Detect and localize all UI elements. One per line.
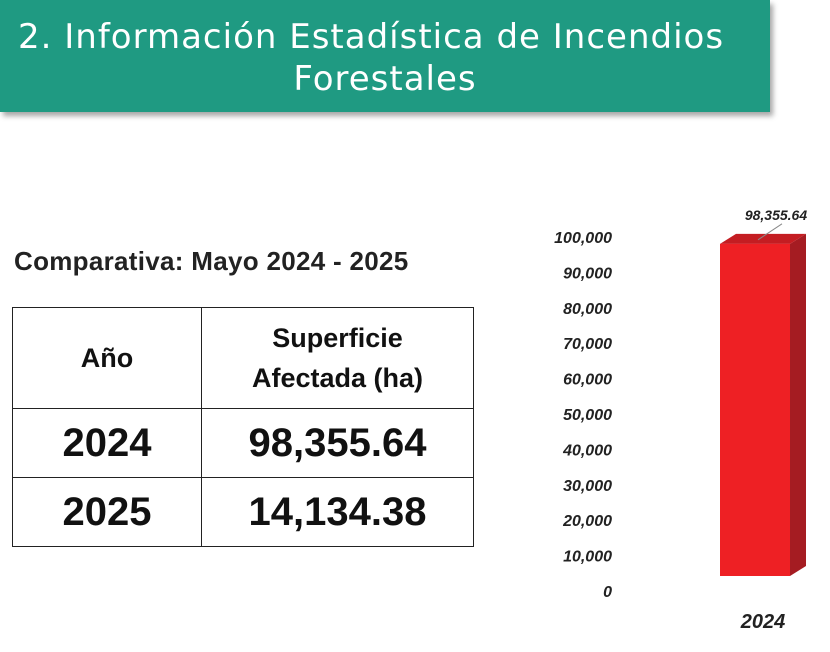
y-tick-label: 100,000 xyxy=(554,230,612,247)
page-title-line2: Forestales xyxy=(293,59,477,99)
y-tick-label: 10,000 xyxy=(563,549,612,566)
table-row: 2024 98,355.64 xyxy=(12,408,474,478)
y-tick-label: 30,000 xyxy=(563,478,612,495)
area-cell: 98,355.64 xyxy=(201,408,474,478)
data-label: 98,355.64 xyxy=(745,207,807,223)
y-tick-label: 50,000 xyxy=(563,407,612,424)
x-category-label: 2024 xyxy=(740,611,786,633)
area-column-header: Superficie Afectada (ha) xyxy=(201,307,474,409)
data-label-leader xyxy=(757,223,783,241)
page-title-line1: 2. Información Estadística de Incendios xyxy=(18,17,725,57)
title-banner: 2. Información Estadística de Incendios … xyxy=(0,0,770,112)
y-tick-label: 90,000 xyxy=(563,265,612,282)
bar xyxy=(720,243,790,576)
comparison-subtitle: Comparativa: Mayo 2024 - 2025 xyxy=(14,246,409,276)
table-header-row: Año Superficie Afectada (ha) xyxy=(12,307,474,409)
burned-area-table: Año Superficie Afectada (ha) 2024 98,355… xyxy=(12,307,474,547)
y-tick-label: 20,000 xyxy=(562,513,612,530)
year-cell: 2024 xyxy=(12,408,202,478)
y-tick-label: 70,000 xyxy=(563,336,612,353)
bar-side xyxy=(790,233,806,576)
year-column-header: Año xyxy=(12,307,202,409)
y-tick-label: 80,000 xyxy=(563,301,612,318)
y-tick-label: 0 xyxy=(603,584,612,601)
bar-chart: 0 10,000 20,000 30,000 40,000 50,000 60,000 70,… xyxy=(554,207,807,633)
y-tick-label: 40,000 xyxy=(562,442,612,459)
bar-top xyxy=(720,233,806,244)
y-tick-label: 60,000 xyxy=(563,372,612,389)
year-cell: 2025 xyxy=(12,477,202,547)
table-row: 2025 14,134.38 xyxy=(12,477,474,547)
area-cell: 14,134.38 xyxy=(201,477,474,547)
